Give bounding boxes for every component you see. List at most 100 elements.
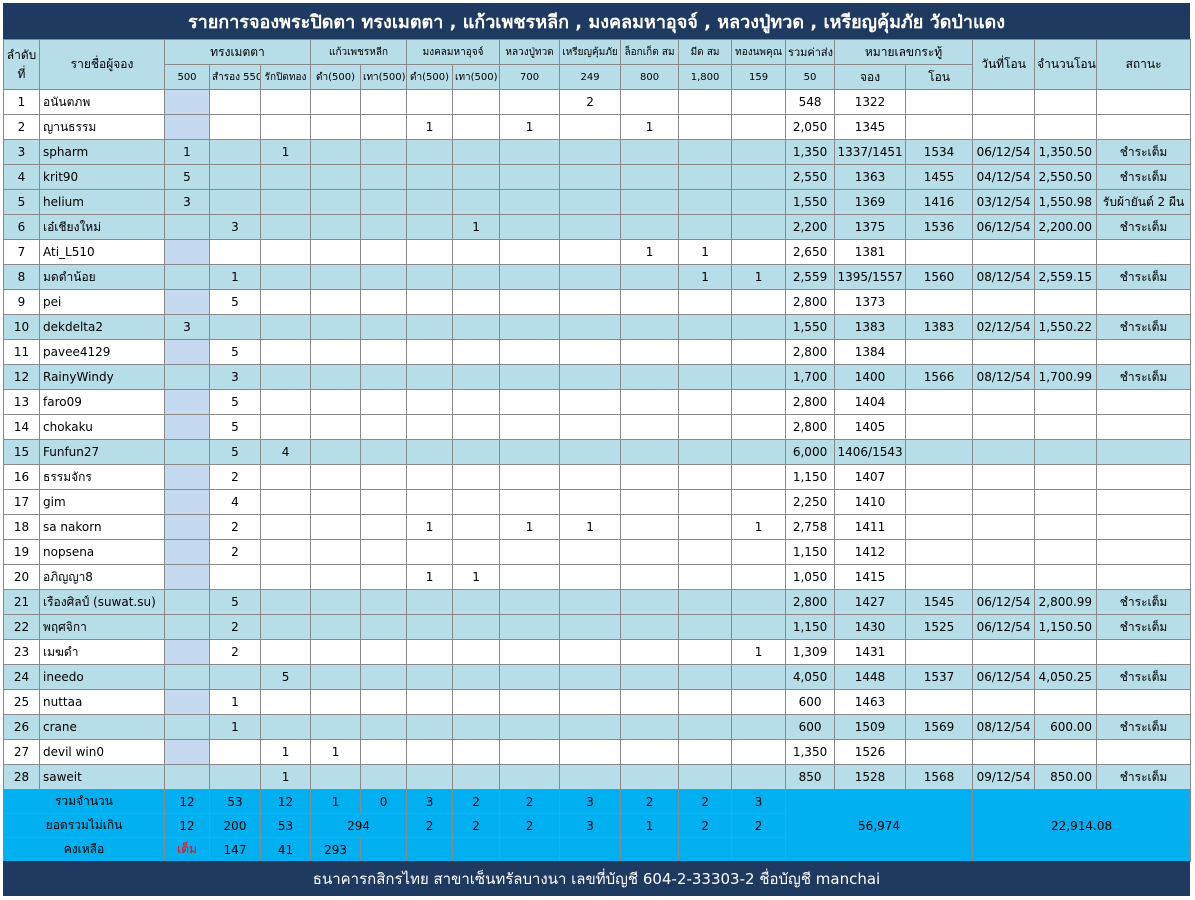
qty-cell	[678, 764, 733, 790]
qty-cell	[452, 289, 501, 315]
total-cell: 2,650	[785, 239, 836, 265]
bank-account-footer: ธนาคารกสิกรไทย สาขาเซ็นทรัลบางนา เลขที่บ…	[3, 861, 1190, 896]
qty-cell	[499, 164, 561, 190]
qty-cell	[406, 689, 454, 715]
total-cell: 600	[785, 689, 836, 715]
qty-cell	[209, 664, 261, 690]
qty-cell	[360, 714, 408, 740]
status-cell: ชำระเต็ม	[1096, 714, 1192, 740]
qty-cell	[499, 89, 561, 115]
qty-cell: 2	[559, 89, 622, 115]
summary-count-cell: 2	[499, 789, 561, 814]
book-number-cell: 1410	[834, 489, 907, 515]
transfer-date-cell	[972, 739, 1036, 765]
book-number-cell: 1406/1543	[834, 439, 907, 465]
transfer-date-cell	[972, 114, 1036, 140]
transfer-date-cell	[972, 464, 1036, 490]
qty-cell	[310, 364, 362, 390]
row-number: 23	[3, 639, 40, 665]
qty-cell: 1	[406, 564, 454, 590]
transfer-amount-cell: 1,150.50	[1034, 614, 1098, 640]
transfer-date-cell	[972, 564, 1036, 590]
qty-cell	[731, 214, 787, 240]
row-number: 5	[3, 189, 40, 215]
qty-cell	[620, 189, 680, 215]
row-number: 10	[3, 314, 40, 340]
qty-cell	[452, 514, 501, 540]
status-cell	[1096, 289, 1192, 315]
qty-cell	[499, 414, 561, 440]
qty-cell	[360, 639, 408, 665]
qty-cell	[164, 264, 210, 290]
qty-cell	[678, 664, 733, 690]
qty-cell	[310, 689, 362, 715]
summary-limit-cell: 2	[678, 813, 733, 838]
row-number: 11	[3, 339, 40, 365]
booker-name: อนันตภพ	[39, 89, 165, 115]
qty-cell	[499, 614, 561, 640]
qty-cell	[406, 89, 454, 115]
qty-cell	[678, 539, 733, 565]
transfer-number-cell: 1560	[905, 264, 974, 290]
qty-cell	[452, 89, 501, 115]
total-cell: 2,050	[785, 114, 836, 140]
sub-header: 800	[620, 64, 680, 90]
qty-cell	[620, 289, 680, 315]
qty-cell	[731, 439, 787, 465]
summary-limit-cell: 12	[164, 813, 210, 838]
qty-cell	[452, 164, 501, 190]
qty-cell	[499, 564, 561, 590]
book-number-cell: 1363	[834, 164, 907, 190]
transfer-amount-cell	[1034, 539, 1098, 565]
summary-count-label: รวมจำนวน	[3, 789, 165, 814]
qty-cell: 1	[499, 514, 561, 540]
qty-cell: 2	[209, 614, 261, 640]
table-row: 9 pei 5 2,800 1373	[3, 289, 1192, 315]
summary-limit-label: ยอดรวมไม่เกิน	[3, 813, 165, 838]
table-row: 12 RainyWindy 3 1,700 1400 1566 08/12/54 1,700.…	[3, 364, 1192, 390]
qty-cell	[164, 614, 210, 640]
col-date-header: วันที่โอน	[972, 39, 1036, 90]
qty-cell	[678, 639, 733, 665]
row-number: 19	[3, 539, 40, 565]
qty-cell	[499, 639, 561, 665]
status-cell	[1096, 514, 1192, 540]
transfer-date-cell: 08/12/54	[972, 714, 1036, 740]
summary-limit-cell: 2	[406, 813, 454, 838]
status-cell	[1096, 414, 1192, 440]
book-number-cell: 1375	[834, 214, 907, 240]
row-number: 8	[3, 264, 40, 290]
sub-header: ดำ(500)	[406, 64, 454, 90]
booker-name: nopsena	[39, 539, 165, 565]
qty-cell	[499, 539, 561, 565]
summary-count-cell: 2	[678, 789, 733, 814]
qty-cell	[209, 764, 261, 790]
qty-cell	[360, 239, 408, 265]
total-cell: 1,150	[785, 464, 836, 490]
table-row: 10 dekdelta2 3 1,550 1383 1383 02/12/54 1,550.2…	[3, 314, 1192, 340]
qty-cell	[678, 464, 733, 490]
qty-cell	[731, 614, 787, 640]
qty-cell	[678, 339, 733, 365]
sub-header: 249	[559, 64, 622, 90]
book-number-cell: 1448	[834, 664, 907, 690]
qty-cell: 5	[209, 339, 261, 365]
qty-cell	[360, 514, 408, 540]
sub-header: 159	[731, 64, 787, 90]
status-cell: ชำระเต็ม	[1096, 614, 1192, 640]
summary-count-row: รวมจำนวน 12 53 12 1 0 3 2 2 3 2 2 3 56,974 22,914.08	[3, 789, 1192, 862]
qty-cell: 1	[209, 264, 261, 290]
qty-cell: 1	[259, 739, 312, 765]
row-number: 25	[3, 689, 40, 715]
status-cell	[1096, 489, 1192, 515]
qty-cell	[310, 339, 362, 365]
col-status-header: สถานะ	[1096, 39, 1192, 90]
qty-cell	[499, 764, 561, 790]
col-lpt-header: หลวงปู่ทวด	[499, 39, 561, 65]
booker-name: faro09	[39, 389, 165, 415]
qty-cell	[452, 139, 501, 165]
qty-cell	[360, 89, 408, 115]
col-amount-header: จำนวนโอน	[1034, 39, 1098, 90]
sheet-title: รายการจองพระปิดตา ทรงเมตตา , แก้วเพชรหลี…	[3, 3, 1190, 39]
status-cell	[1096, 89, 1192, 115]
